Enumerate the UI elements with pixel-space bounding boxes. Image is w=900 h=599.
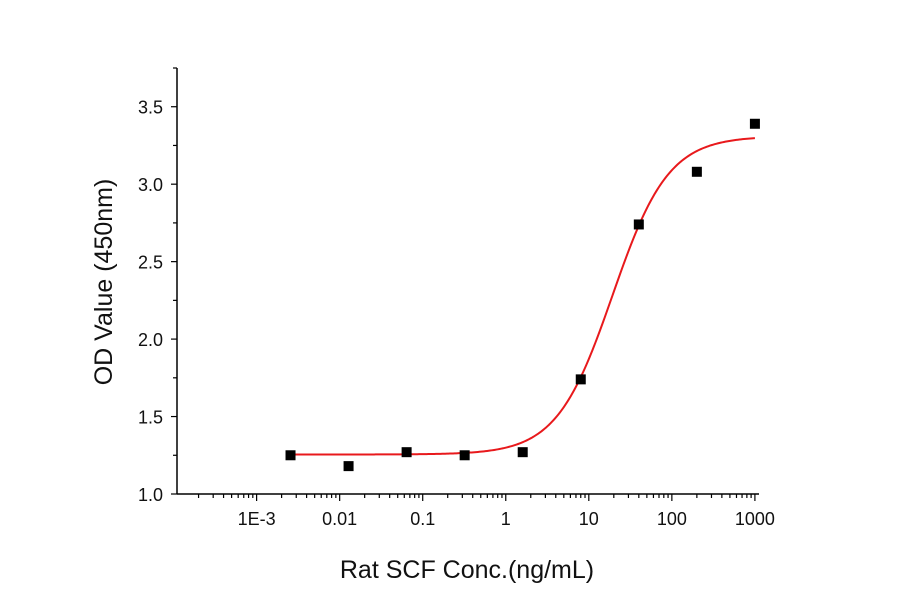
data-point (343, 461, 354, 472)
x-tick-label: 100 (657, 509, 687, 529)
data-point (285, 450, 296, 461)
y-tick-label: 1.5 (138, 408, 163, 428)
x-tick-label: 10 (579, 509, 599, 529)
x-tick-label: 1E-3 (238, 509, 276, 529)
data-point (517, 447, 528, 458)
axes: 1.0 1.5 2.0 2.5 3.0 3.5 1E-3 0.01 0.1 1 10 100 1000 (138, 67, 775, 529)
y-axis-title: OD Value (450nm) (90, 179, 118, 386)
x-tick-label: 1 (501, 509, 511, 529)
x-tick-label: 0.1 (410, 509, 435, 529)
x-axis-title: Rat SCF Conc.(ng/mL) (340, 556, 594, 584)
data-point (633, 219, 644, 230)
y-tick-label: 2.5 (138, 253, 163, 273)
data-point (575, 374, 586, 385)
data-point (749, 118, 760, 129)
x-tick-label: 0.01 (322, 509, 357, 529)
data-point (459, 450, 470, 461)
data-point (401, 447, 412, 458)
x-tick-label: 1000 (735, 509, 775, 529)
fit-curve-group (290, 137, 755, 456)
y-tick-label: 1.0 (138, 485, 163, 505)
y-tick-label: 2.0 (138, 330, 163, 350)
data-point (691, 166, 702, 177)
fit-curve (290, 137, 755, 456)
y-tick-label: 3.0 (138, 175, 163, 195)
data-points (285, 118, 760, 472)
y-tick-label: 3.5 (138, 98, 163, 118)
